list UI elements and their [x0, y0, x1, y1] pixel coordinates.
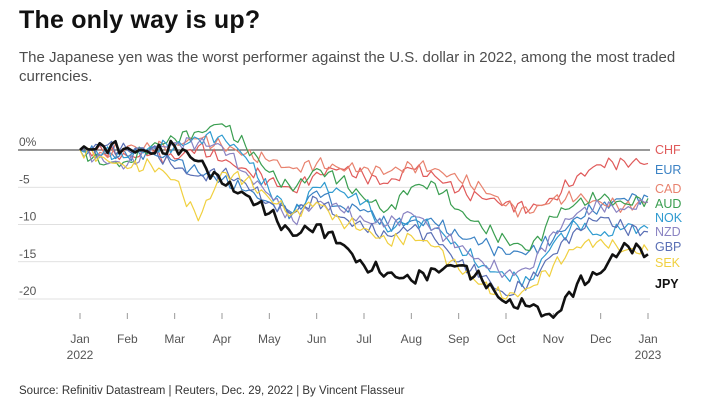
legend-label-eur: EUR: [655, 163, 681, 177]
y-tick-label: 0%: [19, 135, 37, 149]
x-tick-label: Apr: [213, 332, 232, 346]
x-tick-label: Jan: [70, 332, 89, 346]
series-lines: [79, 123, 649, 319]
y-tick-label: -5: [19, 172, 30, 186]
y-axis-ticks: 0% -5 -10 -15 -20: [19, 135, 37, 298]
legend-label-jpy: JPY: [655, 277, 679, 291]
legend-label-sek: SEK: [655, 256, 681, 270]
legend-label-aud: AUD: [655, 197, 681, 211]
series-line-jpy: [79, 139, 649, 319]
series-line-sek: [79, 147, 649, 300]
legend-label-chf: CHF: [655, 143, 681, 157]
x-tick-label: Feb: [117, 332, 138, 346]
x-tick-label: Jun: [307, 332, 326, 346]
legend-label-nzd: NZD: [655, 225, 681, 239]
legend-label-cad: CAD: [655, 182, 681, 196]
series-line-eur: [79, 145, 649, 257]
series-line-nzd: [79, 137, 649, 278]
series-line-gbp: [79, 140, 649, 297]
chart-subtitle: The Japanese yen was the worst performer…: [19, 49, 676, 85]
x-tick-label: Jan: [638, 332, 657, 346]
legend-label-nok: NOK: [655, 211, 683, 225]
legend-label-gbp: GBP: [655, 240, 681, 254]
x-tick-label: Mar: [164, 332, 185, 346]
chart-title: The only way is up?: [19, 6, 261, 34]
x-tick-label: Jul: [356, 332, 371, 346]
x-tick-label: Oct: [497, 332, 516, 346]
x-year-label: 2023: [635, 348, 662, 362]
x-axis-ticks: Jan Feb Mar Apr May Jun Jul Aug Sep Oct Nov Dec Jan 2…: [67, 313, 662, 362]
series-line-aud: [79, 123, 649, 252]
series-line-cad: [79, 135, 649, 218]
x-tick-label: Dec: [590, 332, 611, 346]
x-tick-label: Nov: [543, 332, 564, 346]
x-tick-label: Sep: [448, 332, 470, 346]
x-year-label: 2022: [67, 348, 94, 362]
y-tick-label: -15: [19, 247, 37, 261]
gridlines: [18, 149, 650, 300]
y-tick-label: -20: [19, 284, 37, 298]
source-note: Source: Refinitiv Datastream | Reuters, …: [19, 385, 405, 397]
x-tick-label: Aug: [401, 332, 422, 346]
x-tick-label: May: [258, 332, 281, 346]
y-tick-label: -10: [19, 210, 37, 224]
